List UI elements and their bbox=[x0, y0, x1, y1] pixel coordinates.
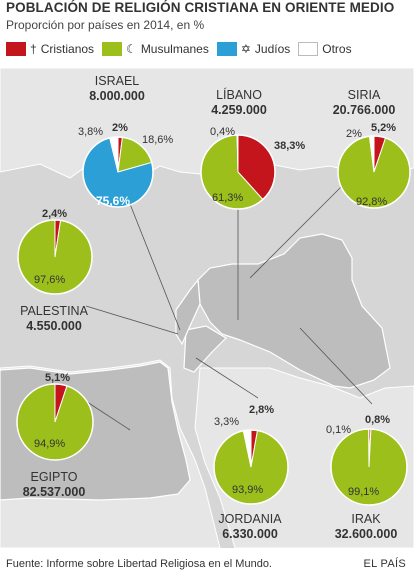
country-name: IRAK bbox=[351, 512, 381, 526]
country-label-siria: SIRIA 20.766.000 bbox=[316, 88, 412, 118]
country-label-palestina: PALESTINA 4.550.000 bbox=[4, 304, 104, 334]
legend-label: Otros bbox=[322, 42, 352, 56]
legend-swatch-cristianos bbox=[6, 42, 26, 56]
leader-line-israel bbox=[129, 203, 181, 331]
pct-label-jordania-musulmanes: 93,9% bbox=[232, 484, 264, 496]
cross-icon: † bbox=[30, 42, 37, 56]
star-of-david-icon: ✡ bbox=[240, 42, 251, 56]
pct-label-israel-otros: 3,8% bbox=[78, 126, 104, 138]
pie-outline-libano bbox=[200, 134, 276, 210]
pct-label-libano-otros: 0,4% bbox=[210, 126, 236, 138]
pie-jordania bbox=[213, 429, 289, 505]
legend: † Cristianos ☾ Musulmanes ✡ Judíos Otros bbox=[6, 40, 360, 58]
leader-line-palestina bbox=[85, 305, 179, 335]
chart-subtitle: Proporción por países en 2014, en % bbox=[6, 18, 205, 32]
chart-title: POBLACIÓN DE RELIGIÓN CRISTIANA EN ORIEN… bbox=[6, 0, 395, 15]
country-name: EGIPTO bbox=[30, 470, 78, 484]
country-label-israel: ISRAEL 8.000.000 bbox=[62, 74, 172, 104]
pct-label-libano-cristianos: 38,3% bbox=[274, 140, 306, 152]
pct-label-israel-musulmanes: 18,6% bbox=[142, 134, 174, 146]
pie-palestina bbox=[17, 219, 93, 295]
pie-outline-israel bbox=[82, 136, 154, 208]
pie-outline-egipto bbox=[16, 383, 94, 461]
country-population: 8.000.000 bbox=[89, 89, 145, 103]
leader-line-irak bbox=[299, 327, 373, 405]
legend-label: Musulmanes bbox=[140, 42, 209, 56]
legend-swatch-otros bbox=[298, 42, 319, 56]
pct-label-siria-musulmanes: 92,8% bbox=[356, 196, 388, 208]
pct-label-egipto-cristianos: 5,1% bbox=[45, 372, 71, 384]
country-population: 6.330.000 bbox=[222, 527, 278, 541]
legend-label: Cristianos bbox=[40, 42, 95, 56]
pie-outline-jordania bbox=[213, 429, 289, 505]
pct-label-palestina-cristianos: 2,4% bbox=[42, 208, 68, 220]
crescent-icon: ☾ bbox=[126, 42, 137, 56]
pct-label-irak-cristianos: 0,8% bbox=[365, 414, 391, 426]
legend-label: Judíos bbox=[254, 42, 291, 56]
pie-libano bbox=[200, 134, 276, 210]
pct-label-irak-otros: 0,1% bbox=[326, 424, 352, 436]
pct-label-israel-cristianos: 2% bbox=[112, 122, 128, 134]
country-population: 82.537.000 bbox=[22, 485, 86, 499]
country-name: SIRIA bbox=[347, 88, 381, 102]
leader-line-jordania bbox=[195, 357, 259, 399]
leader-line-siria bbox=[249, 177, 351, 279]
pie-outline-irak bbox=[330, 428, 408, 506]
pie-outline-siria bbox=[337, 135, 411, 209]
pct-label-jordania-cristianos: 2,8% bbox=[249, 404, 275, 416]
country-shape-syria-iraq bbox=[197, 233, 391, 389]
pie-egipto bbox=[16, 383, 94, 461]
legend-swatch-musulmanes bbox=[102, 42, 123, 56]
pct-label-libano-musulmanes: 61,3% bbox=[212, 192, 244, 204]
brand-logo: EL PAÍS bbox=[363, 558, 406, 570]
legend-item-musulmanes: ☾ Musulmanes bbox=[102, 42, 209, 56]
country-name: ISRAEL bbox=[94, 74, 140, 88]
country-population: 32.600.000 bbox=[334, 527, 398, 541]
country-population: 4.259.000 bbox=[211, 103, 267, 117]
country-population: 20.766.000 bbox=[332, 103, 396, 117]
pie-israel bbox=[82, 136, 154, 208]
pct-label-israel-judios: 75,6% bbox=[96, 194, 131, 208]
pct-label-irak-musulmanes: 99,1% bbox=[348, 486, 380, 498]
pct-label-egipto-musulmanes: 94,9% bbox=[34, 438, 66, 450]
country-name: PALESTINA bbox=[20, 304, 88, 318]
pct-label-siria-cristianos: 5,2% bbox=[371, 122, 397, 134]
pct-label-jordania-otros: 3,3% bbox=[214, 416, 240, 428]
pie-irak bbox=[330, 428, 408, 506]
legend-item-otros: Otros bbox=[298, 42, 352, 56]
country-name: JORDANIA bbox=[218, 512, 282, 526]
country-label-libano: LÍBANO 4.259.000 bbox=[184, 88, 294, 118]
country-label-egipto: EGIPTO 82.537.000 bbox=[6, 470, 102, 500]
country-name: LÍBANO bbox=[216, 88, 262, 102]
source-note: Fuente: Informe sobre Libertad Religiosa… bbox=[6, 558, 272, 570]
legend-swatch-judios bbox=[216, 42, 237, 56]
country-shape-levant bbox=[175, 278, 201, 346]
pie-outline-palestina bbox=[17, 219, 93, 295]
legend-item-cristianos: † Cristianos bbox=[6, 42, 94, 56]
country-label-irak: IRAK 32.600.000 bbox=[318, 512, 414, 542]
pct-label-palestina-musulmanes: 97,6% bbox=[34, 274, 66, 286]
country-label-jordania: JORDANIA 6.330.000 bbox=[200, 512, 300, 542]
pct-label-siria-otros: 2% bbox=[346, 128, 362, 140]
pie-siria bbox=[337, 135, 411, 209]
country-shape-jordan bbox=[183, 325, 227, 373]
leader-lines bbox=[77, 177, 373, 431]
country-population: 4.550.000 bbox=[26, 319, 82, 333]
legend-item-judios: ✡ Judíos bbox=[216, 42, 291, 56]
